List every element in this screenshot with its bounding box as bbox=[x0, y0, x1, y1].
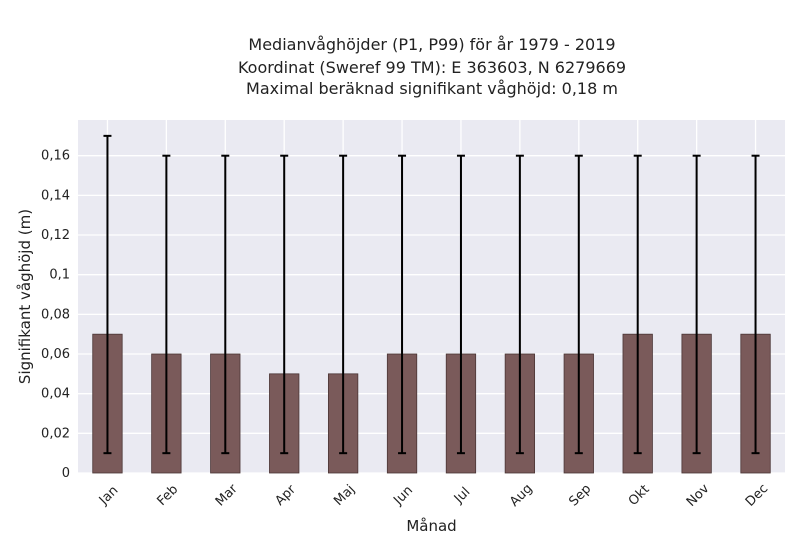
x-tick-label: Sep bbox=[566, 482, 594, 510]
x-axis-label: Månad bbox=[406, 517, 456, 535]
x-tick-label: Aug bbox=[507, 481, 536, 510]
chart-title-line-2: Koordinat (Sweref 99 TM): E 363603, N 62… bbox=[237, 58, 627, 77]
x-tick-label: Jun bbox=[390, 483, 416, 509]
x-tick-label: Apr bbox=[272, 482, 299, 509]
y-tick-label: 0,04 bbox=[41, 387, 70, 402]
y-tick-label: 0,14 bbox=[41, 188, 70, 203]
y-tick-label: 0 bbox=[62, 466, 70, 481]
x-tick-label: Feb bbox=[154, 482, 181, 509]
x-tick-label: Jan bbox=[96, 483, 121, 508]
x-tick-label: Maj bbox=[331, 482, 358, 509]
y-tick-label: 0,1 bbox=[49, 268, 70, 283]
x-tick-label: Jul bbox=[451, 485, 473, 507]
x-tick-label: Nov bbox=[684, 481, 713, 510]
y-tick-label: 0,08 bbox=[41, 307, 70, 322]
x-tick-label: Dec bbox=[743, 481, 771, 509]
y-axis-label: Signifikant våghöjd (m) bbox=[16, 209, 34, 384]
y-tick-label: 0,02 bbox=[41, 426, 70, 441]
x-tick-label: Okt bbox=[626, 482, 653, 509]
plot-background bbox=[78, 120, 785, 473]
y-tick-label: 0,16 bbox=[41, 149, 70, 164]
x-tick-label: Mar bbox=[213, 481, 241, 509]
chart-title-line-3: Maximal beräknad signifikant våghöjd: 0,… bbox=[246, 79, 618, 98]
chart-title-line-1: Medianvåghöjder (P1, P99) för år 1979 - … bbox=[248, 35, 616, 54]
y-tick-label: 0,12 bbox=[41, 228, 70, 243]
y-tick-label: 0,06 bbox=[41, 347, 70, 362]
